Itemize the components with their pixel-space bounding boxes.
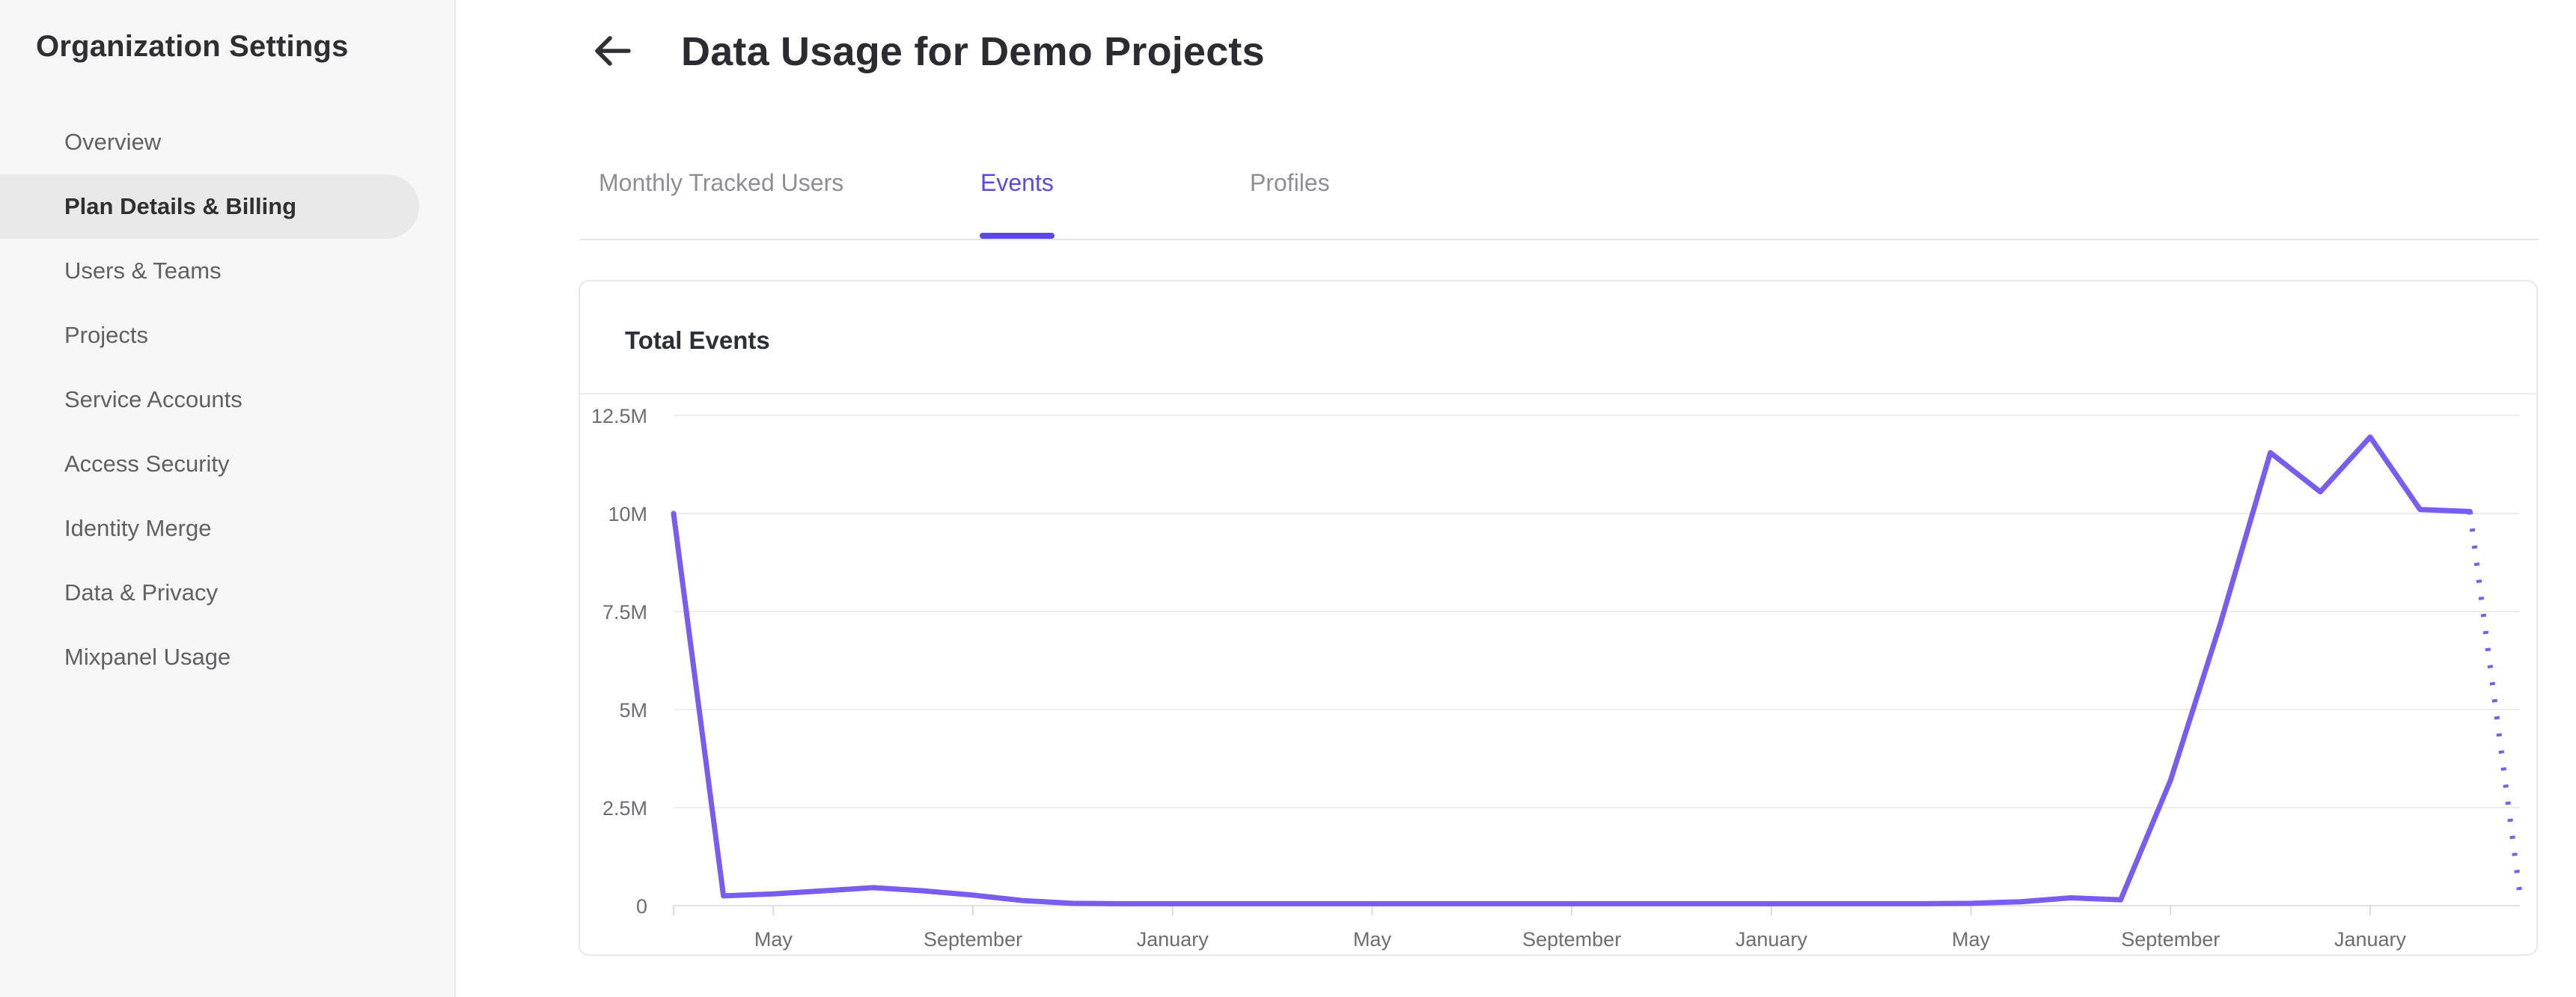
y-axis-label: 5M	[619, 699, 647, 722]
tab-events[interactable]: Events	[980, 169, 1054, 196]
x-axis-label: September	[924, 928, 1022, 951]
sidebar: Organization Settings Overview Plan Detai…	[0, 0, 456, 997]
y-axis-label: 0	[636, 895, 647, 918]
x-axis-label: May	[1353, 928, 1392, 951]
page-title: Data Usage for Demo Projects	[681, 29, 1265, 74]
sidebar-title: Organization Settings	[36, 30, 349, 63]
sidebar-item-plan-details-and-billing[interactable]: Plan Details & Billing	[0, 174, 419, 239]
events-line-projection-dotted	[2467, 510, 2523, 894]
tab-profiles[interactable]: Profiles	[1250, 169, 1330, 196]
sidebar-item-identity-merge[interactable]: Identity Merge	[64, 515, 212, 541]
y-axis-label: 7.5M	[602, 601, 647, 623]
active-tab-underline	[980, 233, 1054, 239]
x-axis-label: May	[754, 928, 793, 951]
x-axis-label: May	[1952, 928, 1991, 951]
card-title: Total Events	[625, 326, 770, 354]
x-axis-label: September	[1522, 928, 1621, 951]
sidebar-item-projects[interactable]: Projects	[64, 322, 148, 348]
card-header-divider	[580, 393, 2536, 394]
usage-card: Total Events 12.5M 10M 7.5M 5M 2.5M 0 May Septe…	[579, 280, 2538, 956]
x-axis-label: January	[1736, 928, 1808, 951]
events-line-series[interactable]	[671, 434, 2473, 906]
sidebar-item-service-accounts[interactable]: Service Accounts	[64, 386, 242, 412]
back-button[interactable]	[591, 31, 633, 70]
y-axis-label: 2.5M	[602, 797, 647, 820]
sidebar-item-access-security[interactable]: Access Security	[64, 451, 230, 477]
x-axis-label: January	[2334, 928, 2407, 951]
x-axis-label: January	[1137, 928, 1209, 951]
tab-monthly-tracked-users[interactable]: Monthly Tracked Users	[599, 169, 844, 196]
y-axis-label: 12.5M	[591, 405, 647, 427]
sidebar-item-overview[interactable]: Overview	[64, 129, 162, 155]
sidebar-item-data-and-privacy[interactable]: Data & Privacy	[64, 579, 219, 606]
x-axis-label: September	[2121, 928, 2220, 951]
sidebar-item-mixpanel-usage[interactable]: Mixpanel Usage	[64, 644, 231, 670]
y-axis-label: 10M	[608, 503, 647, 525]
events-line-chart[interactable]: 12.5M 10M 7.5M 5M 2.5M 0 May September January Ma…	[580, 281, 2536, 954]
sidebar-item-users-and-teams[interactable]: Users & Teams	[64, 257, 222, 284]
tab-bar-divider	[580, 239, 2539, 240]
sidebar-nav: Overview Plan Details & Billing Users & Te…	[0, 110, 456, 689]
left-arrow-icon	[595, 36, 631, 66]
